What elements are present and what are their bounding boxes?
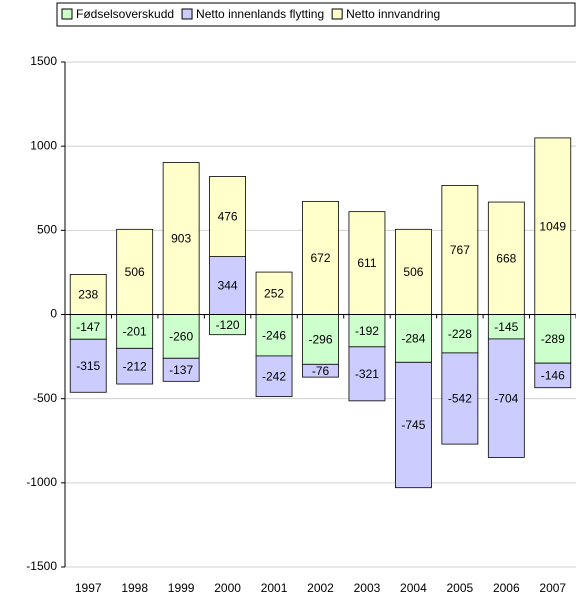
bar-segment — [441, 352, 479, 445]
bar-segment — [487, 338, 525, 458]
data-label: 903 — [171, 232, 191, 246]
data-label: 238 — [78, 288, 98, 302]
x-tick-label: 1997 — [75, 581, 102, 595]
data-label: 506 — [403, 265, 423, 279]
data-label: 611 — [357, 256, 376, 270]
x-tick-label: 2000 — [214, 581, 241, 595]
data-label: -146 — [541, 369, 565, 383]
x-tick-label: 1998 — [121, 581, 148, 595]
data-label: -145 — [494, 320, 518, 334]
data-label: -120 — [216, 318, 240, 332]
y-tick-label: -500 — [33, 391, 57, 405]
x-tick-label: 2007 — [539, 581, 566, 595]
data-label: -745 — [401, 418, 425, 432]
bar-segment — [116, 347, 154, 385]
data-label: -201 — [123, 325, 147, 339]
bar-segment — [302, 363, 339, 378]
data-label: 252 — [264, 286, 284, 300]
legend-label: Netto innvandring — [346, 7, 440, 21]
bar-segment — [348, 211, 386, 315]
data-label: 672 — [310, 251, 330, 265]
data-label: -284 — [401, 332, 425, 346]
legend-swatch — [181, 8, 193, 20]
y-tick-label: -1000 — [26, 475, 57, 489]
data-label: -289 — [541, 332, 565, 346]
bar-segment — [348, 346, 386, 402]
bar-segment — [255, 271, 293, 315]
data-label: 476 — [218, 210, 238, 224]
x-tick-label: 2006 — [493, 581, 520, 595]
x-tick-label: 2002 — [307, 581, 334, 595]
bar-segment — [69, 274, 107, 315]
data-label: -246 — [262, 328, 286, 342]
legend-label: Netto innenlands flytting — [196, 7, 324, 21]
data-label: 506 — [125, 265, 145, 279]
data-label: 1049 — [539, 219, 566, 233]
bar-segment — [487, 201, 525, 315]
bar-segment — [395, 361, 432, 489]
bar-segment — [116, 314, 154, 349]
bar-segment — [348, 314, 386, 348]
data-label: 668 — [496, 251, 516, 265]
data-label: -260 — [169, 330, 193, 344]
data-label: -76 — [312, 364, 330, 378]
bar-segment — [302, 314, 339, 365]
bar-segment — [302, 200, 339, 315]
data-label: -542 — [448, 392, 472, 406]
x-tick-label: 2005 — [447, 581, 474, 595]
data-label: -321 — [355, 367, 379, 381]
bar-segment — [209, 176, 246, 257]
x-tick-label: 1999 — [168, 581, 195, 595]
x-tick-label: 2003 — [354, 581, 381, 595]
data-label: -137 — [169, 363, 193, 377]
data-label: -704 — [494, 391, 518, 405]
data-label: -242 — [262, 369, 286, 383]
legend-swatch — [331, 8, 343, 20]
bar-segment — [162, 357, 200, 382]
y-tick-label: 0 — [50, 307, 57, 321]
y-tick-label: 1500 — [30, 54, 57, 68]
data-label: -212 — [123, 359, 147, 373]
y-tick-label: 1000 — [30, 138, 57, 152]
y-tick-label: -1500 — [26, 559, 57, 573]
data-label: -147 — [76, 320, 100, 334]
bar-segment — [162, 162, 200, 315]
bar-segment — [116, 228, 154, 315]
bar-segment — [487, 314, 525, 340]
bar-segment — [395, 228, 432, 315]
data-label: 344 — [218, 279, 238, 293]
data-label: -192 — [355, 324, 379, 338]
bar-segment — [162, 314, 200, 359]
data-label: 767 — [450, 243, 470, 257]
legend-swatch — [61, 8, 73, 20]
bar-segment — [69, 338, 107, 393]
bar-segment — [534, 362, 572, 389]
data-label: -228 — [448, 327, 472, 341]
y-tick-label: 500 — [37, 223, 57, 237]
x-tick-label: 2004 — [400, 581, 427, 595]
bar-segment — [534, 314, 572, 364]
bar-segment — [255, 355, 293, 398]
bar-segment — [69, 314, 107, 340]
legend-label: Fødselsoverskudd — [76, 7, 174, 21]
bar-segment — [534, 137, 572, 315]
data-label: -296 — [308, 333, 332, 347]
x-tick-label: 2001 — [261, 581, 288, 595]
data-label: -315 — [76, 359, 100, 373]
